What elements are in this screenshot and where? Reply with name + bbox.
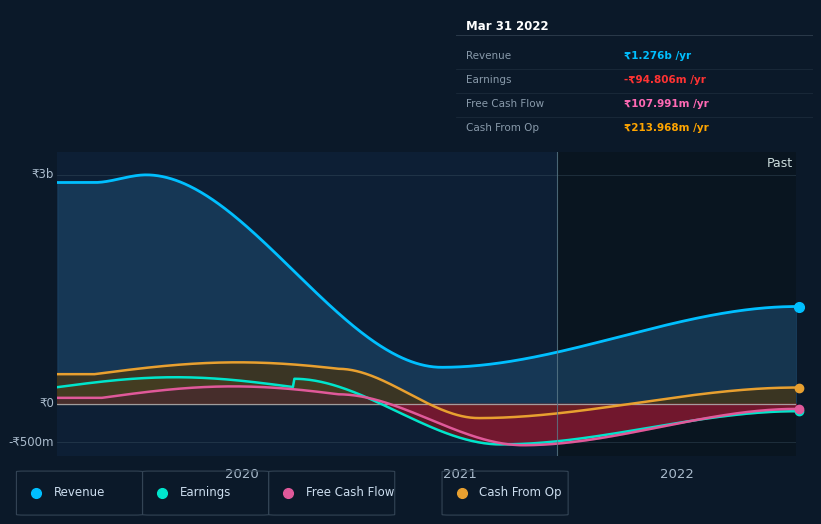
Text: ₹3b: ₹3b — [31, 168, 54, 181]
Text: Free Cash Flow: Free Cash Flow — [466, 99, 544, 109]
Text: ₹0: ₹0 — [39, 397, 54, 410]
Text: -₹500m: -₹500m — [8, 435, 54, 449]
Bar — [557, 152, 796, 456]
Text: ₹213.968m /yr: ₹213.968m /yr — [623, 123, 709, 133]
Text: Revenue: Revenue — [466, 51, 511, 61]
Text: Cash From Op: Cash From Op — [466, 123, 539, 133]
Text: Free Cash Flow: Free Cash Flow — [305, 486, 394, 499]
Text: Past: Past — [767, 157, 793, 170]
Text: Earnings: Earnings — [466, 75, 511, 85]
Text: Revenue: Revenue — [53, 486, 105, 499]
Text: Cash From Op: Cash From Op — [479, 486, 562, 499]
Text: Earnings: Earnings — [180, 486, 231, 499]
Text: ₹107.991m /yr: ₹107.991m /yr — [623, 99, 709, 109]
Text: Mar 31 2022: Mar 31 2022 — [466, 20, 549, 33]
Text: ₹1.276b /yr: ₹1.276b /yr — [623, 51, 690, 61]
Text: -₹94.806m /yr: -₹94.806m /yr — [623, 75, 705, 85]
